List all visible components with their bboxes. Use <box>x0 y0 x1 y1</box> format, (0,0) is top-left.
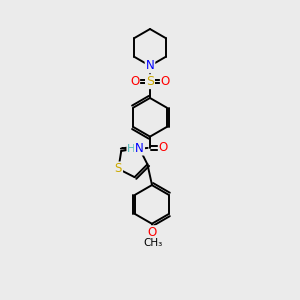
Text: O: O <box>161 75 170 88</box>
Text: O: O <box>159 141 168 154</box>
Text: N: N <box>146 59 154 72</box>
Text: O: O <box>130 75 139 88</box>
Text: N: N <box>135 142 144 154</box>
Text: O: O <box>147 226 157 239</box>
Text: CH₃: CH₃ <box>144 238 163 248</box>
Text: S: S <box>115 162 122 176</box>
Text: S: S <box>146 75 154 88</box>
Text: HN: HN <box>128 143 144 154</box>
